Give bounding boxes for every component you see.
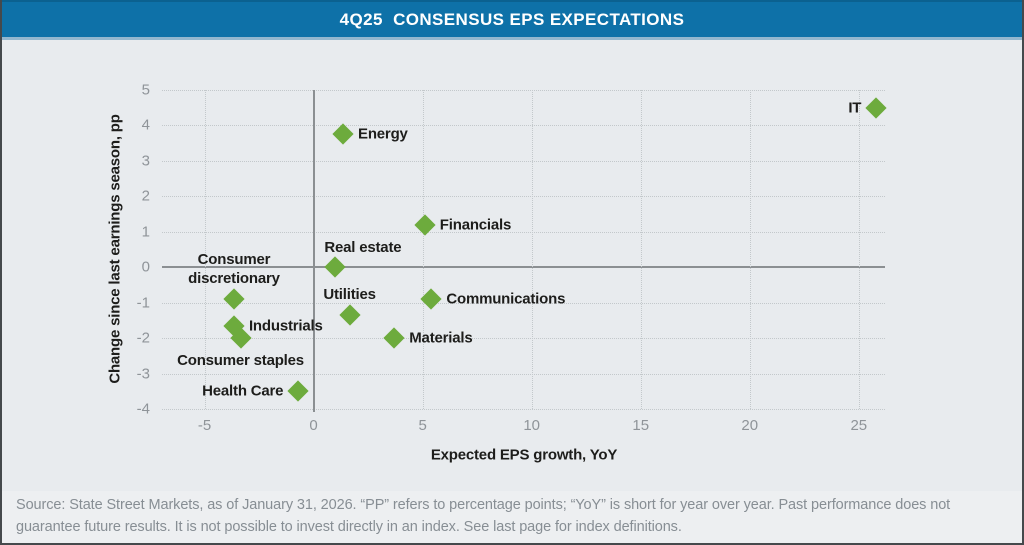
point-label: Materials bbox=[409, 329, 473, 347]
x-axis-title: Expected EPS growth, YoY bbox=[430, 446, 618, 464]
diamond-marker bbox=[324, 256, 346, 278]
y-tick-label: -1 bbox=[136, 294, 150, 312]
source-note: Source: State Street Markets, as of Janu… bbox=[16, 497, 951, 535]
y-tick-label: -4 bbox=[136, 400, 150, 418]
horizontal-gridline bbox=[162, 125, 885, 127]
x-tick-label: 10 bbox=[523, 417, 541, 434]
vertical-gridline bbox=[640, 90, 642, 409]
vertical-gridline bbox=[858, 90, 860, 409]
point-label: Real estate bbox=[324, 239, 402, 257]
y-tick-label: 3 bbox=[141, 152, 150, 170]
x-tick-label: 20 bbox=[741, 417, 759, 434]
diamond-marker bbox=[420, 288, 442, 310]
diamond-marker bbox=[287, 380, 309, 402]
x-tick-label: 25 bbox=[850, 417, 868, 434]
y-tick-label: 1 bbox=[141, 223, 150, 241]
x-tick-label: 5 bbox=[418, 417, 427, 434]
point-label: Consumer staples bbox=[177, 352, 304, 370]
x-tick-label: 0 bbox=[309, 417, 318, 434]
diamond-marker bbox=[338, 304, 361, 326]
plot-area: 5 4 3 2 1 0 -1 -2 -3 -4 -5 0 5 10 15 20 25 IT Energy Financ… bbox=[137, 82, 887, 434]
x-zero-axis-line bbox=[312, 90, 315, 412]
point-label: Industrials bbox=[248, 317, 323, 335]
horizontal-gridline bbox=[162, 160, 885, 162]
y-tick-label: 4 bbox=[141, 116, 150, 134]
y-zero-axis-line bbox=[162, 266, 885, 269]
chart-title-bar: 4Q25 CONSENSUS EPS EXPECTATIONS bbox=[2, 0, 1022, 40]
x-tick-label: 15 bbox=[632, 417, 650, 434]
horizontal-gridline bbox=[162, 373, 885, 375]
horizontal-gridline bbox=[162, 90, 885, 91]
y-tick-label: -2 bbox=[136, 329, 150, 347]
point-label: Communications bbox=[446, 290, 566, 308]
vertical-gridline bbox=[531, 90, 533, 409]
vertical-gridline bbox=[204, 90, 206, 409]
point-label: Health Care bbox=[202, 382, 284, 400]
point-label: Financials bbox=[439, 216, 512, 234]
vertical-gridline bbox=[749, 90, 751, 409]
vertical-gridline bbox=[422, 90, 424, 409]
footer-zone bbox=[2, 491, 1022, 543]
x-tick-label: -5 bbox=[197, 417, 212, 434]
point-label: IT bbox=[848, 99, 862, 117]
diamond-marker bbox=[332, 123, 354, 145]
horizontal-gridline bbox=[162, 409, 885, 410]
chart-title: 4Q25 CONSENSUS EPS EXPECTATIONS bbox=[339, 10, 685, 29]
point-label: Utilities bbox=[323, 286, 376, 304]
diamond-marker bbox=[223, 288, 245, 310]
diamond-marker bbox=[383, 327, 405, 349]
horizontal-gridline bbox=[162, 231, 885, 233]
diamond-marker bbox=[865, 97, 887, 119]
y-tick-label: 2 bbox=[141, 187, 150, 205]
point-label: Energy bbox=[358, 125, 408, 143]
horizontal-gridline bbox=[162, 338, 885, 340]
point-label: Consumer discretionary bbox=[188, 251, 280, 288]
y-tick-label: 5 bbox=[141, 81, 150, 99]
y-tick-label: -3 bbox=[136, 365, 150, 383]
y-tick-label: 0 bbox=[141, 258, 150, 276]
horizontal-gridline bbox=[162, 196, 885, 198]
horizontal-gridline bbox=[162, 302, 885, 304]
